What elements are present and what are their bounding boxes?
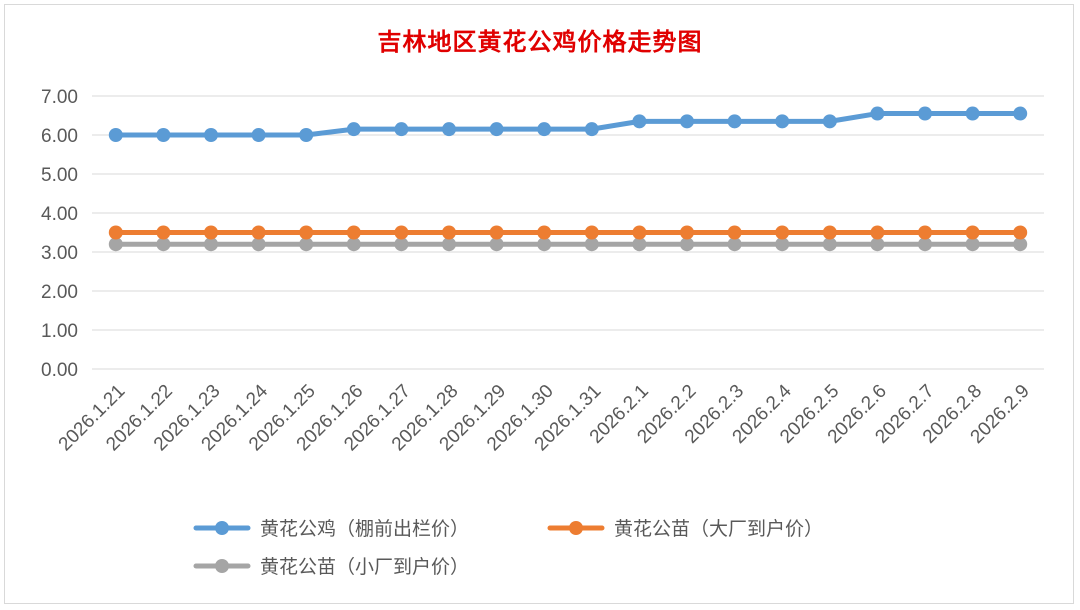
- data-point: [108, 128, 123, 142]
- data-point: [204, 225, 218, 240]
- data-point: [680, 114, 694, 129]
- data-point: [632, 237, 647, 252]
- data-point: [108, 237, 123, 252]
- legend-swatch-marker: [569, 521, 583, 535]
- data-point: [918, 237, 932, 252]
- legend-label: 黄花公苗（大厂到户价）: [614, 518, 823, 540]
- data-point: [346, 237, 361, 252]
- data-point: [775, 225, 790, 240]
- y-tick-label: 1.00: [41, 321, 78, 342]
- legend-item: 黄花公鸡（棚前出栏价）: [193, 518, 469, 540]
- data-point: [204, 237, 218, 252]
- data-point: [584, 225, 599, 240]
- x-axis-ticks: 2026.1.212026.1.222026.1.232026.1.242026…: [55, 380, 1034, 455]
- data-point: [918, 225, 932, 240]
- data-point: [870, 237, 885, 252]
- data-point: [346, 122, 361, 137]
- data-point: [727, 237, 742, 252]
- data-point: [632, 114, 647, 129]
- y-tick-label: 5.00: [41, 165, 78, 186]
- y-tick-label: 3.00: [41, 243, 78, 264]
- data-point: [965, 237, 980, 252]
- series-2: [108, 225, 1028, 240]
- y-tick-label: 6.00: [41, 126, 78, 147]
- data-point: [299, 128, 314, 142]
- legend-swatch-marker: [215, 559, 229, 573]
- data-point: [680, 237, 694, 252]
- y-tick-label: 0.00: [41, 360, 78, 381]
- data-point: [822, 114, 837, 129]
- legend-swatch-marker: [215, 521, 229, 535]
- data-point: [108, 225, 123, 240]
- data-point: [251, 225, 266, 240]
- data-point: [156, 128, 171, 142]
- data-point: [584, 237, 599, 252]
- data-point: [394, 122, 409, 137]
- data-point: [156, 237, 171, 252]
- series-line: [113, 111, 1023, 138]
- data-point: [775, 114, 790, 129]
- legend-label: 黄花公苗（小厂到户价）: [260, 556, 469, 578]
- data-point: [870, 225, 885, 240]
- data-point: [204, 128, 218, 142]
- chart-title: 吉林地区黄花公鸡价格走势图: [377, 27, 703, 56]
- data-point: [489, 225, 504, 240]
- data-point: [394, 237, 409, 252]
- data-point: [156, 225, 171, 240]
- data-point: [1013, 237, 1028, 252]
- data-point: [299, 225, 314, 240]
- data-point: [299, 237, 314, 252]
- data-point: [632, 225, 647, 240]
- data-point: [680, 225, 694, 240]
- data-point: [965, 106, 980, 121]
- data-point: [251, 128, 266, 142]
- series-1: [108, 106, 1028, 142]
- chart-frame: [4, 4, 1074, 604]
- data-point: [870, 106, 885, 121]
- data-point: [442, 225, 456, 240]
- data-point: [442, 237, 456, 252]
- data-point: [1013, 106, 1028, 121]
- data-point: [346, 225, 361, 240]
- data-point: [1013, 225, 1028, 240]
- data-point: [537, 237, 552, 252]
- data-point: [537, 225, 552, 240]
- data-point: [965, 225, 980, 240]
- legend-item: 黄花公苗（小厂到户价）: [193, 556, 469, 578]
- legend-label: 黄花公鸡（棚前出栏价）: [260, 518, 469, 540]
- data-point: [489, 237, 504, 252]
- series-3: [108, 237, 1028, 252]
- data-point: [442, 122, 456, 137]
- data-point: [394, 225, 409, 240]
- data-point: [727, 114, 742, 129]
- data-point: [584, 122, 599, 137]
- data-point: [822, 237, 837, 252]
- data-point: [775, 237, 790, 252]
- y-tick-label: 4.00: [41, 204, 78, 225]
- data-point: [537, 122, 552, 137]
- data-point: [727, 225, 742, 240]
- y-tick-label: 7.00: [41, 87, 78, 108]
- data-point: [822, 225, 837, 240]
- data-point: [489, 122, 504, 137]
- y-tick-label: 2.00: [41, 282, 78, 303]
- data-point: [251, 237, 266, 252]
- legend: 黄花公鸡（棚前出栏价） 黄花公苗（大厂到户价） 黄花公苗（小厂到户价）: [193, 518, 823, 578]
- legend-item: 黄花公苗（大厂到户价）: [547, 518, 823, 540]
- y-axis-ticks: 0.00 1.00 2.00 3.00 4.00 5.00 6.00 7.00: [41, 87, 78, 381]
- data-point: [918, 106, 932, 121]
